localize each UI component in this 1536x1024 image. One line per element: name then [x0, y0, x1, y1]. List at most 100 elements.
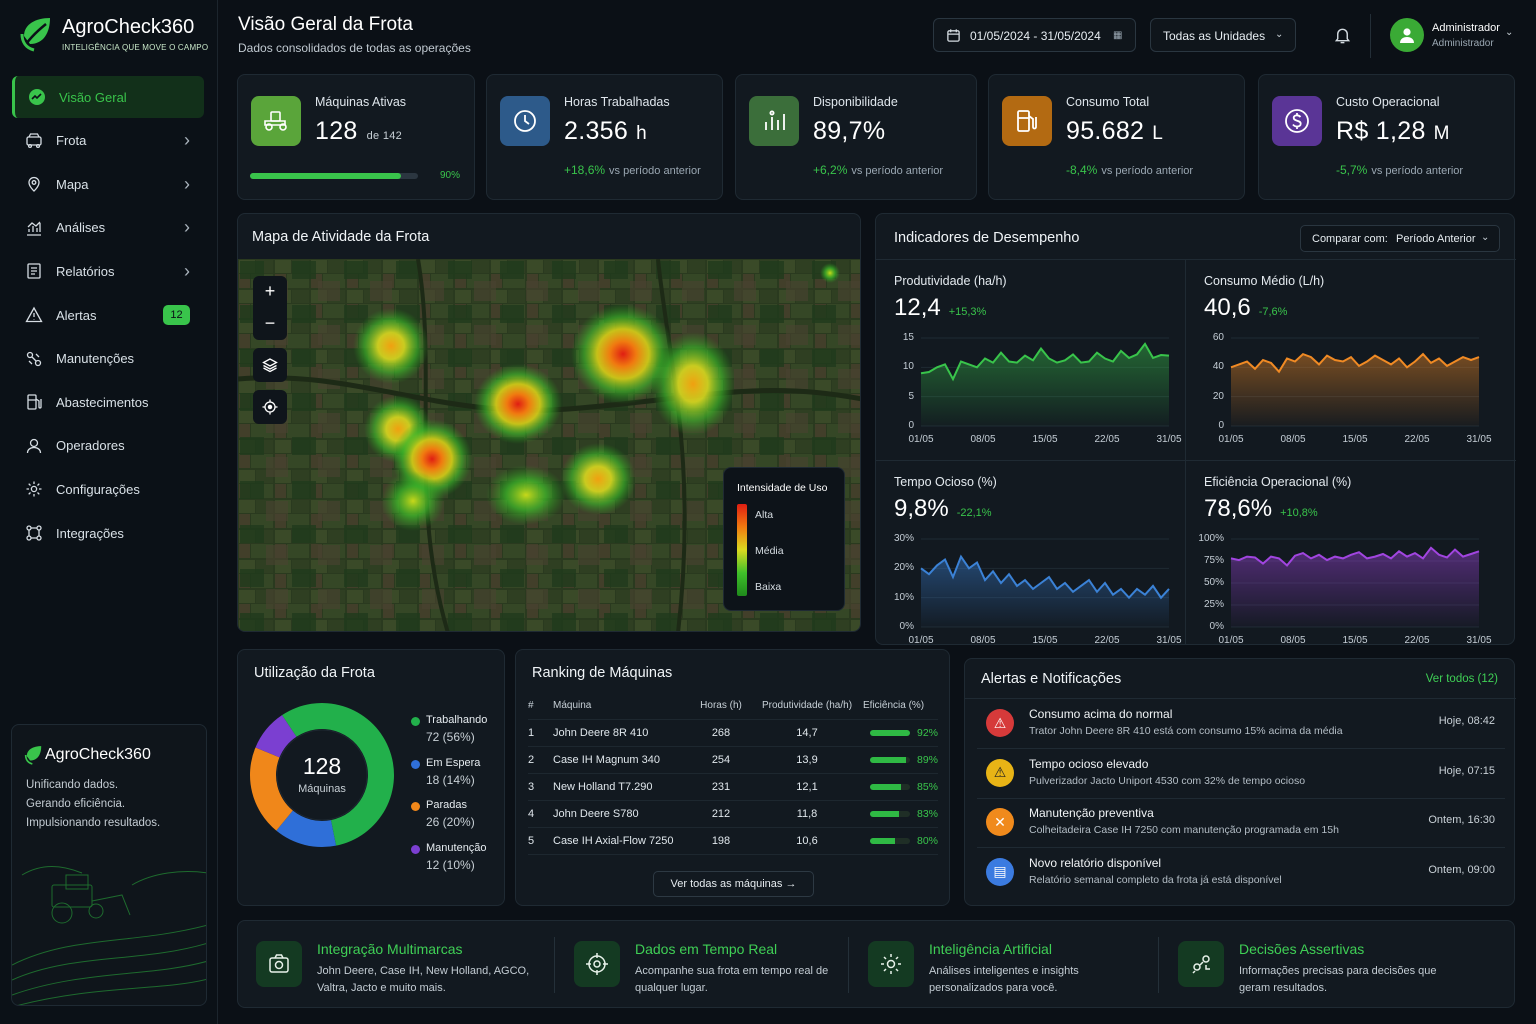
- x-tick-label: 15/05: [1342, 635, 1368, 646]
- kpi-delta-text: vs período anterior: [851, 165, 944, 177]
- table-row[interactable]: 4 John Deere S780 212 11,8 83%: [528, 800, 938, 828]
- kpi-value: 2.356 h: [564, 117, 647, 146]
- alert-item[interactable]: ⚠ Tempo ocioso elevado Pulverizador Jacto …: [977, 751, 1505, 799]
- alert-item[interactable]: ▤ Novo relatório disponível Relatório sema…: [977, 850, 1505, 898]
- sidebar-item-operadores[interactable]: Operadores: [12, 425, 204, 467]
- legend-value: 72 (56%): [426, 730, 475, 744]
- chevron-down-icon[interactable]: ⌄: [1505, 27, 1514, 38]
- wrench-icon: [24, 349, 44, 369]
- y-tick-label: 0: [908, 420, 914, 431]
- feature-title: Dados em Tempo Real: [635, 941, 778, 957]
- area-chart: [920, 337, 1170, 427]
- date-range-picker[interactable]: 01/05/2024 - 31/05/2024 ▦: [933, 18, 1136, 52]
- user-icon: [1400, 28, 1414, 43]
- kpi-delta: -8,4% vs período anterior: [1066, 163, 1193, 177]
- page-title: Visão Geral da Frota: [238, 14, 413, 35]
- sidebar-item-integracoes[interactable]: Integrações: [12, 512, 204, 554]
- y-tick-label: 0: [1218, 420, 1224, 431]
- kpi-label: Máquinas Ativas: [315, 95, 407, 109]
- sidebar-item-mapa[interactable]: Mapa ›: [12, 163, 204, 205]
- table-row[interactable]: 2 Case IH Magnum 340 254 13,9 89%: [528, 746, 938, 774]
- kpi-card-5[interactable]: Custo Operacional R$ 1,28 M -5,7% vs período…: [1258, 74, 1515, 200]
- kpi-card-1[interactable]: Máquinas Ativas 128 de 142 90%: [237, 74, 475, 200]
- locate-button[interactable]: [253, 390, 287, 424]
- feature-1: Integração Multimarcas John Deere, Case I…: [256, 939, 556, 999]
- machine-name: Case IH Magnum 340: [553, 746, 691, 774]
- sidebar-item-label: Manutenções: [56, 351, 135, 367]
- view-all-alerts-link[interactable]: Ver todos (12): [1425, 673, 1498, 685]
- layers-button[interactable]: [253, 348, 287, 382]
- machine-hours: 254: [691, 746, 751, 774]
- avatar[interactable]: [1390, 18, 1424, 52]
- alert-item[interactable]: ✕ Manutenção preventiva Colheitadeira Case…: [977, 800, 1505, 848]
- table-row[interactable]: 3 New Holland T7.290 231 12,1 85%: [528, 773, 938, 801]
- heatmap-spot: [651, 332, 735, 436]
- y-tick-label: 50%: [1203, 577, 1224, 588]
- table-row[interactable]: 1 John Deere 8R 410 268 14,7 92%: [528, 719, 938, 747]
- sidebar-item-frota[interactable]: Frota ›: [12, 120, 204, 162]
- machine-hours: 231: [691, 773, 751, 801]
- progress-fill: [250, 173, 402, 179]
- arrow-right-icon: →: [785, 878, 797, 890]
- x-tick-label: 22/05: [1094, 434, 1120, 445]
- logo-leaf-icon: [20, 16, 54, 52]
- layers-icon: [262, 358, 278, 373]
- compare-select[interactable]: Comparar com: Período Anterior ⌄: [1300, 225, 1500, 252]
- donut-slice-manutenção[interactable]: [255, 715, 297, 758]
- donut-slice-em-espera[interactable]: [276, 810, 337, 847]
- zoom-in-button[interactable]: +: [264, 281, 276, 301]
- sidebar-item-analises[interactable]: Análises ›: [12, 207, 204, 249]
- table-row[interactable]: 5 Case IH Axial-Flow 7250 198 10,6 80%: [528, 827, 938, 855]
- logo-leaf-icon: [24, 745, 44, 765]
- kpi-card-4[interactable]: Consumo Total 95.682 L -8,4% vs período ante…: [988, 74, 1245, 200]
- chevron-right-icon: ›: [184, 260, 190, 281]
- kpi-value: 95.682 L: [1066, 117, 1163, 146]
- chart-bars-icon: [749, 96, 799, 146]
- kpi-card-3[interactable]: Disponibilidade 89,7% +6,2% vs período ante…: [735, 74, 977, 200]
- kpi-unit: M: [1433, 123, 1450, 144]
- sidebar-item-abastecimentos[interactable]: Abastecimentos: [12, 381, 204, 423]
- alert-time: Hoje, 08:42: [1438, 715, 1495, 727]
- mini-chart-value: 40,6 -7,6%: [1204, 294, 1287, 322]
- mini-chart-value: 12,4 +15,3%: [894, 294, 986, 322]
- efficiency-bar: [870, 783, 910, 790]
- chevron-right-icon: ›: [184, 130, 190, 151]
- kpi-delta: -5,7% vs período anterior: [1336, 163, 1463, 177]
- user-name[interactable]: Administrador: [1432, 22, 1500, 34]
- divider: [876, 460, 1516, 461]
- sidebar-item-relatorios[interactable]: Relatórios ›: [12, 250, 204, 292]
- kpi-card-2[interactable]: Horas Trabalhadas 2.356 h +18,6% vs período …: [486, 74, 723, 200]
- y-tick-label: 10%: [893, 591, 914, 603]
- donut-slice-paradas[interactable]: [250, 747, 293, 831]
- alert-description: Trator John Deere 8R 410 está com consum…: [1029, 725, 1343, 737]
- unit-select[interactable]: Todas as Unidades ⌄: [1150, 18, 1296, 52]
- heatmap-spot: [820, 263, 840, 283]
- kpi-unit: h: [636, 123, 647, 144]
- feature-title: Inteligência Artificial: [929, 941, 1052, 957]
- x-tick-label: 08/05: [970, 434, 996, 445]
- unit-select-value: Todas as Unidades: [1163, 29, 1266, 43]
- kpi-suffix: de 142: [366, 130, 403, 142]
- mini-chart-title: Tempo Ocioso (%): [894, 475, 997, 489]
- machine-name: Case IH Axial-Flow 7250: [553, 827, 691, 855]
- alert-description: Relatório semanal completo da frota já e…: [1029, 873, 1282, 886]
- alerts-count-badge: 12: [163, 305, 190, 325]
- sidebar-item-manutencoes[interactable]: Manutenções: [12, 338, 204, 380]
- x-tick-label: 31/05: [1466, 434, 1492, 445]
- view-all-machines-button[interactable]: Ver todas as máquinas →: [653, 871, 814, 897]
- kpi-delta-value: +6,2%: [813, 163, 848, 177]
- clock-icon: [500, 96, 550, 146]
- alert-item[interactable]: ⚠ Consumo acima do normal Trator John Deer…: [977, 701, 1505, 749]
- bell-icon[interactable]: [1333, 25, 1352, 50]
- divider: [876, 259, 1516, 260]
- kpi-value-number: 128: [315, 117, 358, 145]
- sidebar-item-configuracoes[interactable]: Configurações: [12, 468, 204, 510]
- sidebar-item-alertas[interactable]: Alertas 12: [12, 294, 204, 336]
- x-tick-label: 15/05: [1342, 434, 1368, 445]
- map-title: Mapa de Atividade da Frota: [252, 229, 430, 245]
- donut-slice-trabalhando[interactable]: [281, 703, 394, 846]
- zoom-out-button[interactable]: −: [264, 313, 276, 333]
- feature-3: Inteligência Artificial Análises intelige…: [868, 939, 1168, 999]
- sidebar-item-label: Integrações: [56, 525, 124, 541]
- sidebar-item-visao-geral[interactable]: Visão Geral: [12, 76, 204, 118]
